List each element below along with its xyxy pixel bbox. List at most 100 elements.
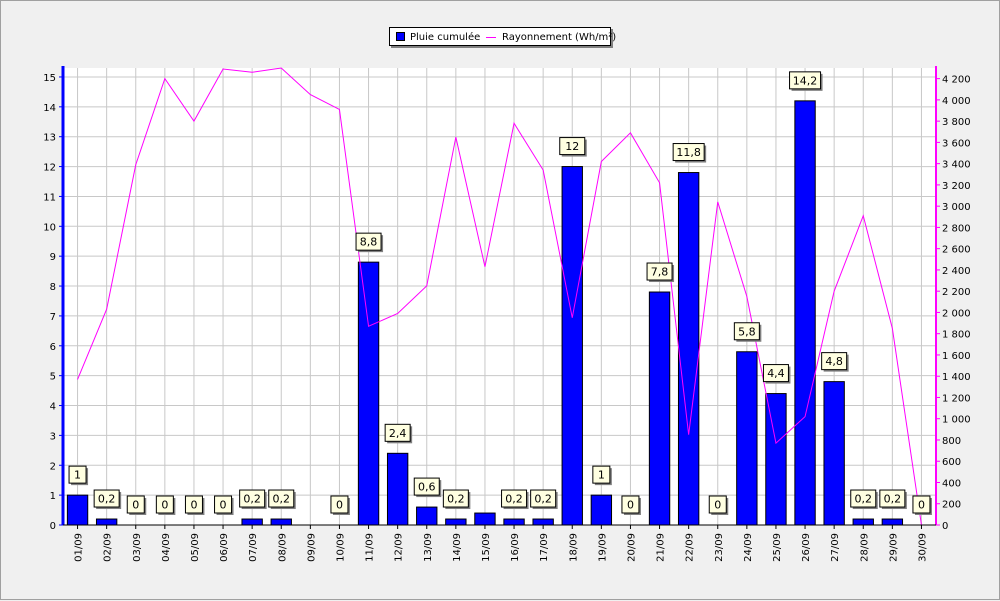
data-label-box xyxy=(708,495,727,514)
legend-radiation-label: Rayonnement (Wh/m²) xyxy=(502,32,617,43)
data-label-box xyxy=(733,322,760,341)
data-label-text: 1 xyxy=(74,469,81,482)
x-tick-label: 10/09 xyxy=(335,533,346,562)
x-tick-label: 06/09 xyxy=(219,533,230,562)
data-label-text: 0,2 xyxy=(855,493,873,506)
left-tick-label: 5 xyxy=(50,372,56,383)
data-label-box xyxy=(214,495,233,514)
data-label-text: 0 xyxy=(161,499,168,512)
data-label-box xyxy=(442,489,469,508)
data-label-box xyxy=(413,477,440,496)
data-label-text: 11,8 xyxy=(676,146,701,159)
bar-data-label: 0,2 xyxy=(879,489,907,510)
rain-bar xyxy=(736,351,758,526)
right-tick-label: 4 200 xyxy=(942,75,971,86)
right-tick-label: 0 xyxy=(942,521,948,532)
x-tick-label: 03/09 xyxy=(132,533,143,562)
legend: Pluie cumulée Rayonnement (Wh/m²) xyxy=(389,27,616,46)
bar-data-label: 0 xyxy=(912,495,932,515)
rain-bar xyxy=(561,166,583,526)
data-label-text: 0 xyxy=(336,499,343,512)
rain-bar xyxy=(590,494,613,526)
right-tick-label: 2 600 xyxy=(942,245,971,256)
right-tick-label: 2 200 xyxy=(942,287,971,298)
rain-bar xyxy=(881,518,904,526)
data-label-text: 0,2 xyxy=(884,493,902,506)
data-label-text: 0,2 xyxy=(447,493,465,506)
x-tick-label: 16/09 xyxy=(510,533,521,562)
x-tick-label: 22/09 xyxy=(685,533,696,562)
x-tick-label: 02/09 xyxy=(103,533,114,562)
right-tick-label: 1 400 xyxy=(942,372,971,383)
x-tick-label: 07/09 xyxy=(248,533,259,562)
rain-bar xyxy=(852,518,874,526)
rain-bar xyxy=(241,518,263,526)
right-tick-label: 3 600 xyxy=(942,138,971,149)
data-label-text: 0 xyxy=(190,499,197,512)
data-label-box xyxy=(384,423,411,442)
legend-line-swatch-icon xyxy=(486,37,496,38)
left-tick-label: 15 xyxy=(43,73,56,84)
right-tick-label: 1 600 xyxy=(942,351,971,362)
right-tick-label: 2 400 xyxy=(942,266,971,277)
data-label-text: 0,2 xyxy=(98,493,116,506)
data-label-text: 0,2 xyxy=(534,493,552,506)
x-tick-label: 20/09 xyxy=(626,533,637,562)
data-label-box xyxy=(821,352,848,371)
data-label-text: 7,8 xyxy=(651,266,669,279)
bar-data-label: 4,4 xyxy=(762,364,791,384)
left-tick-label: 2 xyxy=(50,461,56,472)
data-label-text: 0 xyxy=(132,499,139,512)
left-tick-label: 1 xyxy=(50,491,56,502)
bar-data-label: 11,8 xyxy=(672,143,707,163)
legend-rain-label: Pluie cumulée xyxy=(410,32,481,43)
data-label-text: 0,6 xyxy=(418,481,436,494)
right-axis-ticks: 0 200 400 600 800 1 000 1 200 1 400 1 600 1 800 2 … xyxy=(936,75,971,532)
x-tick-label: 12/09 xyxy=(394,533,405,562)
data-label-text: 0,2 xyxy=(243,493,261,506)
x-tick-label: 25/09 xyxy=(772,533,783,562)
x-tick-label: 26/09 xyxy=(801,533,812,562)
data-label-text: 8,8 xyxy=(360,236,378,249)
bar-data-label: 4,8 xyxy=(821,352,849,372)
bar-data-label: 0,2 xyxy=(501,489,529,510)
data-label-text: 0 xyxy=(918,499,925,512)
data-label-box xyxy=(621,495,640,514)
data-label-box xyxy=(268,489,295,508)
data-label-text: 12 xyxy=(565,140,579,153)
data-label-text: 0 xyxy=(714,499,721,512)
left-tick-label: 8 xyxy=(50,282,56,293)
x-tick-label: 30/09 xyxy=(917,533,928,562)
rain-bar xyxy=(474,512,496,526)
left-tick-label: 11 xyxy=(43,192,56,203)
x-tick-label: 24/09 xyxy=(743,533,754,562)
bar-data-label: 12 xyxy=(559,137,587,157)
rain-bar xyxy=(66,494,89,526)
data-label-box xyxy=(592,465,611,484)
bar-data-label: 7,8 xyxy=(646,262,675,283)
right-tick-label: 2 000 xyxy=(942,308,971,319)
rain-bar xyxy=(270,518,292,526)
data-label-box xyxy=(155,495,174,514)
x-tick-label: 28/09 xyxy=(859,533,870,562)
x-tick-label: 18/09 xyxy=(568,533,579,562)
data-label-box xyxy=(68,465,87,484)
bar-data-label: 1 xyxy=(68,465,89,486)
bar-data-label: 0,2 xyxy=(268,489,296,510)
data-label-text: 1 xyxy=(598,469,605,482)
data-label-box xyxy=(789,71,822,90)
x-tick-label: 27/09 xyxy=(830,533,841,562)
x-tick-label: 21/09 xyxy=(656,533,667,562)
gridlines xyxy=(63,68,936,526)
left-tick-label: 0 xyxy=(50,521,56,532)
rain-bar xyxy=(95,518,118,526)
x-tick-label: 08/09 xyxy=(277,533,288,562)
right-tick-label: 3 400 xyxy=(942,160,971,171)
rain-bar xyxy=(765,393,787,526)
x-tick-label: 11/09 xyxy=(365,533,376,562)
data-label-box xyxy=(559,137,586,156)
data-label-box xyxy=(530,489,557,508)
rain-bar xyxy=(416,506,438,526)
right-tick-label: 1 000 xyxy=(942,415,971,426)
